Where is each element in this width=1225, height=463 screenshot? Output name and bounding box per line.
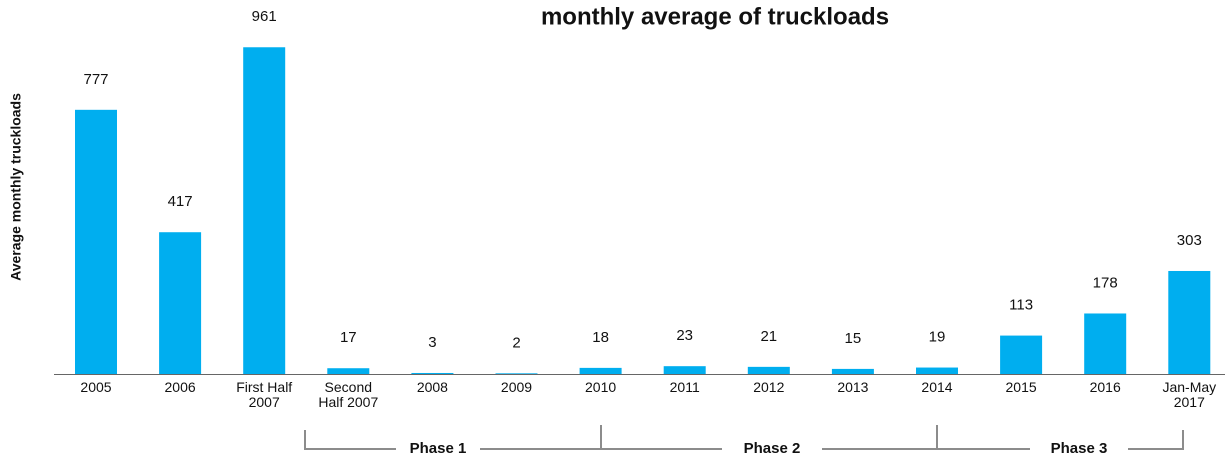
value-label: 961 (252, 8, 277, 25)
bar (1000, 335, 1043, 374)
phase-label: Phase 3 (1051, 440, 1108, 457)
value-label: 17 (340, 329, 357, 346)
value-label: 113 (1009, 297, 1033, 314)
x-tick-label: 2011 (669, 379, 700, 395)
bar (831, 368, 874, 374)
bar (1168, 270, 1211, 374)
bar (1084, 313, 1127, 374)
bar (663, 366, 706, 374)
x-tick-label: Second Half 2007 (318, 379, 379, 410)
value-label: 417 (168, 193, 193, 210)
bar (916, 367, 958, 374)
x-tick-label: Jan-May 2017 (1162, 379, 1217, 410)
phase-label: Phase 2 (744, 440, 801, 457)
value-label: 23 (676, 327, 693, 344)
x-tick-label: First Half 2007 (236, 379, 293, 410)
bar (579, 367, 622, 374)
bar (159, 232, 202, 374)
x-tick-label: 2015 (1005, 379, 1037, 395)
phase-line (1128, 430, 1184, 450)
phase-label: Phase 1 (410, 440, 467, 457)
bar (243, 47, 286, 374)
bar (327, 368, 370, 374)
value-label: 21 (760, 328, 777, 345)
y-axis-label: Average monthly truckloads (8, 93, 24, 281)
x-tick-label: 2008 (416, 379, 448, 395)
x-tick-label: 2012 (753, 379, 785, 395)
bar (495, 373, 538, 374)
bar (747, 366, 790, 374)
value-label: 777 (83, 71, 108, 88)
chart-title: monthly average of truckloads (541, 3, 889, 30)
value-label: 2 (512, 334, 520, 351)
x-tick-label: 2014 (921, 379, 953, 395)
value-label: 19 (929, 329, 946, 346)
x-tick-label: 2006 (164, 379, 196, 395)
x-tick-label: 2016 (1089, 379, 1121, 395)
value-label: 15 (845, 330, 862, 347)
phase-line (304, 430, 396, 450)
bar (411, 372, 454, 374)
phase-brackets (304, 425, 1184, 450)
value-label: 178 (1093, 274, 1118, 291)
x-tick-label: 2013 (837, 379, 869, 395)
x-tick-label: 2009 (500, 379, 533, 395)
x-tick-label: 2010 (585, 379, 617, 395)
value-label: 3 (428, 334, 436, 351)
value-label: 303 (1177, 232, 1202, 249)
value-label: 18 (592, 329, 609, 346)
bar (75, 109, 117, 374)
x-tick-label: 2005 (80, 379, 112, 395)
